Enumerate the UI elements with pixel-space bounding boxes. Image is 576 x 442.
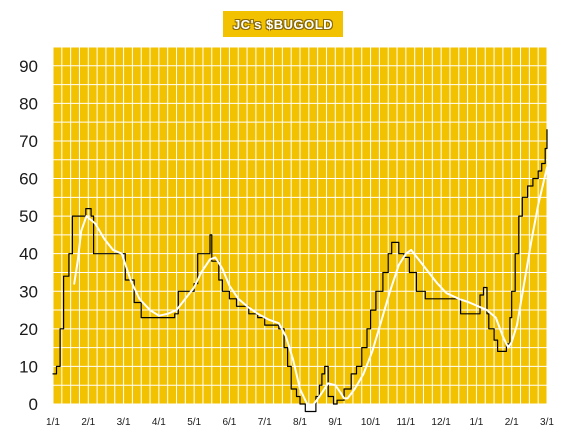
y-tick-label: 20: [19, 320, 38, 339]
x-tick-label: 8/1: [293, 417, 307, 428]
y-tick-label: 0: [29, 395, 38, 414]
x-tick-label: 5/1: [187, 417, 201, 428]
x-tick-label: 4/1: [152, 417, 166, 428]
x-tick-label: 11/1: [396, 417, 415, 428]
x-tick-label: 7/1: [258, 417, 272, 428]
y-tick-label: 60: [19, 170, 38, 189]
y-tick-label: 90: [19, 57, 38, 76]
chart-title: JC's $BUGOLD: [232, 16, 334, 32]
y-tick-label: 30: [19, 282, 38, 301]
x-tick-label: 3/1: [117, 417, 131, 428]
x-axis-labels: 1/1 2/1 3/1 4/1 5/1 6/1 7/1 8/1 9/1 10/1 11/1 12/1 1…: [46, 417, 554, 428]
y-tick-label: 70: [19, 132, 38, 151]
y-tick-label: 80: [19, 94, 38, 113]
series-line-1: [52, 129, 548, 413]
x-tick-label: 3/1: [540, 417, 554, 428]
x-tick-label: 2/1: [81, 417, 95, 428]
x-tick-label: 6/1: [222, 417, 236, 428]
chart-title-box: JC's $BUGOLD: [223, 11, 343, 37]
x-tick-label: 10/1: [361, 417, 381, 428]
series-line-2: [73, 166, 548, 407]
x-tick-label: 12/1: [431, 417, 451, 428]
y-tick-label: 40: [19, 245, 38, 264]
series-layer: [52, 129, 548, 413]
x-tick-label: 1/1: [46, 417, 60, 428]
y-tick-label: 10: [19, 357, 38, 376]
grid-lines: [52, 46, 548, 405]
y-tick-label: 50: [19, 207, 38, 226]
x-tick-label: 2/1: [505, 417, 519, 428]
x-tick-label: 1/1: [469, 417, 483, 428]
x-tick-label: 9/1: [328, 417, 342, 428]
y-axis-labels: 0 10 20 30 40 50 60 70 80 90: [19, 57, 38, 414]
